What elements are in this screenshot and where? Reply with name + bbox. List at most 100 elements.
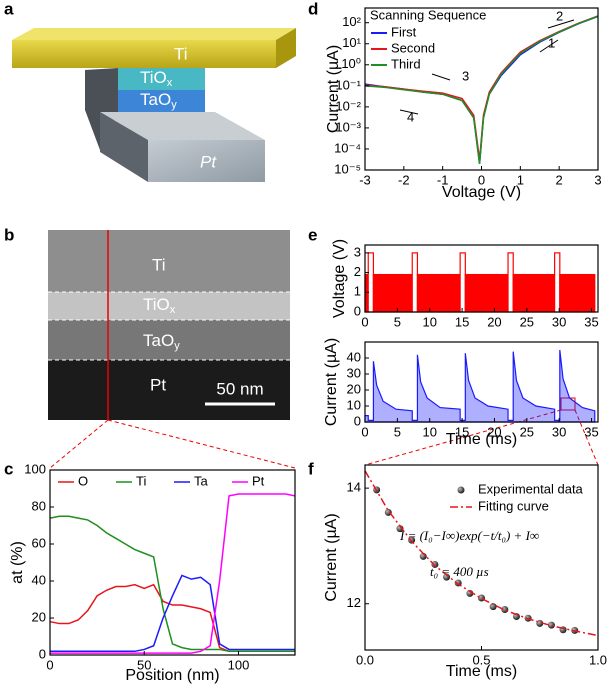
side-block bbox=[85, 68, 118, 150]
voltage-segment bbox=[559, 273, 596, 313]
x-tick-label: 100 bbox=[228, 657, 250, 672]
plot-frame bbox=[364, 341, 599, 423]
y-tick-label: 80 bbox=[32, 498, 46, 513]
y-tick-label: 20 bbox=[347, 381, 361, 396]
y-tick-label: 40 bbox=[347, 349, 361, 364]
y-axis-title: Current (µA) bbox=[325, 45, 342, 133]
layer-sub: x bbox=[167, 77, 173, 89]
y-tick-label: 10 bbox=[347, 397, 361, 412]
y-tick-label: 20 bbox=[32, 609, 46, 624]
x-tick-label: 2 bbox=[556, 172, 563, 187]
legend-label: Ti bbox=[136, 473, 146, 488]
panel-label: b bbox=[4, 225, 14, 244]
y-tick-label: 2 bbox=[354, 264, 361, 279]
x-tick-label: -3 bbox=[359, 172, 371, 187]
data-point bbox=[396, 525, 404, 533]
x-tick-label: 50 bbox=[137, 657, 151, 672]
layer-sub: y bbox=[171, 99, 177, 111]
x-tick-label: 20 bbox=[487, 424, 501, 439]
voltage-segment bbox=[554, 252, 561, 313]
legend-label: Fitting curve bbox=[478, 498, 549, 513]
x-tick-label: 15 bbox=[455, 424, 469, 439]
layer-label: Pt bbox=[150, 375, 166, 394]
layer-base: TaO bbox=[140, 90, 171, 109]
x-tick-label: 15 bbox=[455, 314, 469, 329]
annotation-arrow bbox=[547, 19, 575, 29]
x-tick-label: 25 bbox=[520, 314, 534, 329]
x-tick-label: 25 bbox=[520, 424, 534, 439]
ti-top bbox=[12, 28, 296, 40]
zoom-line bbox=[49, 419, 109, 469]
tiox-region bbox=[48, 292, 290, 320]
annotation-arrow bbox=[399, 109, 419, 115]
zoom-box bbox=[560, 397, 576, 411]
panel-label: c bbox=[4, 459, 13, 478]
y-tick-label: 100 bbox=[24, 461, 46, 476]
x-tick-label: 35 bbox=[584, 424, 598, 439]
data-point bbox=[547, 621, 555, 629]
y-tick-label: 40 bbox=[32, 572, 46, 587]
legend-title: Scanning Sequence bbox=[370, 7, 486, 22]
voltage-segment bbox=[507, 252, 514, 313]
panel-label: a bbox=[4, 0, 14, 18]
legend-label: Pt bbox=[252, 473, 265, 488]
voltage-segment bbox=[411, 252, 419, 313]
x-tick-label: 0 bbox=[361, 314, 368, 329]
scale-bar-label: 50 nm bbox=[216, 379, 263, 398]
data-line bbox=[50, 493, 296, 654]
layer-label: Pt bbox=[200, 152, 217, 171]
annotation-arrow bbox=[431, 73, 451, 81]
annotation: t₀ = 400 µs bbox=[430, 564, 489, 579]
zoom-line bbox=[574, 409, 599, 466]
legend-swatch bbox=[457, 486, 465, 494]
x-tick-label: 1.0 bbox=[589, 652, 607, 667]
y-tick-label: 3 bbox=[354, 244, 361, 259]
layer-label: Ti bbox=[152, 255, 166, 274]
ti-front bbox=[12, 40, 276, 68]
layer-label: TaOy bbox=[143, 331, 180, 351]
annotation: 3 bbox=[462, 68, 469, 83]
x-tick-label: 10 bbox=[422, 314, 436, 329]
legend-label: Second bbox=[391, 40, 435, 55]
data-area bbox=[364, 349, 596, 423]
x-tick-label: 3 bbox=[594, 172, 601, 187]
legend-label: O bbox=[78, 473, 88, 488]
layer-label: Ti bbox=[174, 44, 188, 63]
x-tick-label: 5 bbox=[394, 424, 401, 439]
x-tick-label: 0.0 bbox=[356, 652, 374, 667]
layer-base: TaO bbox=[143, 331, 174, 350]
micrograph: b Ti TiOx TaOy Pt 50 nm bbox=[4, 225, 290, 420]
pt-top bbox=[100, 112, 265, 140]
x-tick-label: 5 bbox=[394, 314, 401, 329]
voltage-segment bbox=[416, 273, 461, 313]
layer-label: TiOx bbox=[143, 295, 176, 315]
y-tick-label: 10⁻² bbox=[335, 98, 361, 113]
annotation: I = (I₀−I∞)exp(−t/t₀) + I∞ bbox=[399, 528, 539, 543]
y-tick-label: 12 bbox=[347, 595, 361, 610]
data-point bbox=[489, 603, 497, 611]
y-tick-label: 60 bbox=[32, 535, 46, 550]
layer-base: TiO bbox=[143, 295, 170, 314]
layer-label: TiOx bbox=[140, 68, 173, 88]
chart: 0 50 100 0 20 40 60 80 100 Position (nm) at (%) c O T… bbox=[4, 459, 296, 684]
chart: -3 -2 -1 0 1 2 310⁻⁵10⁻⁴10⁻³10⁻²10⁻¹10⁰10¹10²V… bbox=[308, 0, 602, 201]
pt-side bbox=[100, 112, 148, 182]
x-tick-label: -1 bbox=[437, 172, 449, 187]
y-axis-title: Current (µA) bbox=[323, 338, 340, 426]
y-tick-label: 10⁻³ bbox=[335, 119, 361, 134]
voltage-segment bbox=[459, 252, 466, 313]
y-axis-title: at (%) bbox=[9, 541, 26, 584]
x-axis-title: Time (ms) bbox=[446, 663, 517, 680]
x-tick-label: 0 bbox=[361, 424, 368, 439]
legend-label: Third bbox=[391, 56, 421, 71]
interfaces bbox=[48, 291, 290, 361]
panel-label: d bbox=[308, 0, 318, 18]
x-tick-label: 0 bbox=[46, 657, 53, 672]
y-tick-label: 30 bbox=[347, 365, 361, 380]
annotation-arrow bbox=[539, 39, 559, 53]
x-tick-label: 0 bbox=[478, 172, 485, 187]
zoom-line bbox=[364, 409, 562, 466]
taoy-block bbox=[118, 90, 205, 112]
